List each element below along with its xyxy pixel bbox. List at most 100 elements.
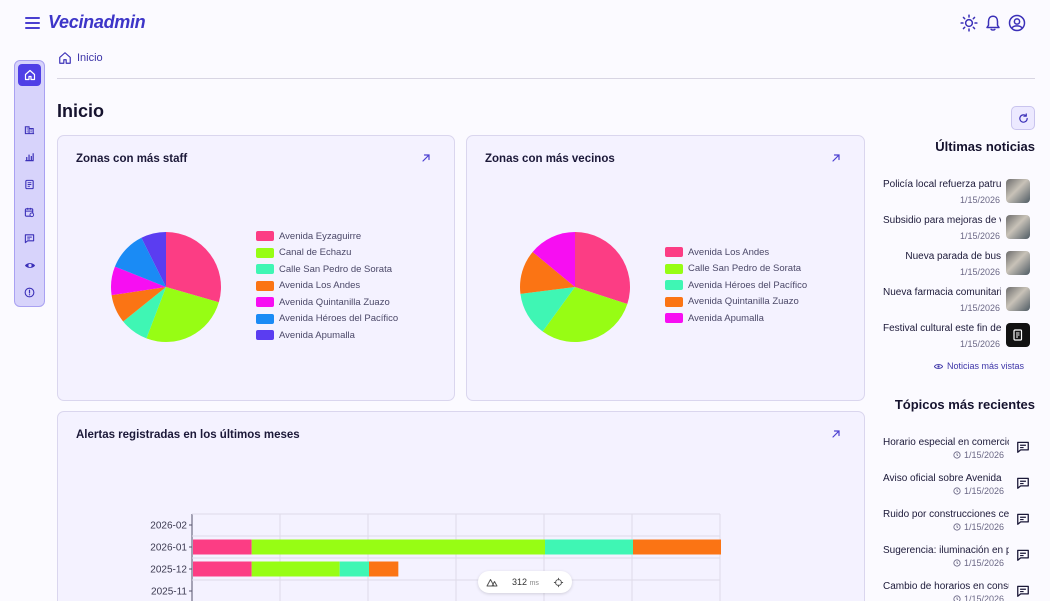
legend-item[interactable]: Avenida Los Andes [665,244,807,261]
clock-icon [953,523,961,531]
news-item[interactable]: Nueva farmacia comunitaria 1/15/2026 [883,287,1030,321]
alerts-chart-card: Alertas registradas en los últimos meses… [57,411,865,601]
topic-title: Sugerencia: iluminación en plaza [883,545,1009,556]
clock-icon [953,559,961,567]
pie-slice[interactable] [532,232,575,287]
pie-slice[interactable] [141,232,166,287]
clock-icon [953,451,961,459]
menu-icon[interactable] [25,15,40,29]
news-thumbnail [1006,251,1030,275]
topic-title: Horario especial en comercios [883,437,1009,448]
topic-date-text: 1/15/2026 [964,450,1005,460]
sidebar-nav [14,60,45,307]
news-title: Policía local refuerza patrullaje [883,179,1001,190]
legend-item[interactable]: Calle San Pedro de Sorata [256,261,398,278]
document-icon [25,179,34,189]
news-title: Subsidio para mejoras de viviendas [883,215,1001,226]
chart-legend: Avenida Los Andes Calle San Pedro de Sora… [665,244,807,327]
nuxt-logo-icon [486,579,498,587]
news-section-title: Últimas noticias [935,139,1035,154]
topic-title: Cambio de horarios en consultorio [883,581,1009,592]
legend-label: Avenida Quintanilla Zuazo [279,296,390,308]
bar-segment[interactable] [193,561,252,577]
topic-item[interactable]: Cambio de horarios en consultorio 1/15/20… [883,581,1030,601]
buildings-icon [24,125,35,134]
legend-label: Avenida Los Andes [688,246,770,258]
legend-swatch [256,264,274,275]
news-item[interactable]: Nueva parada de bus 1/15/2026 [883,251,1030,285]
bar-segment[interactable] [193,539,252,555]
pie-slice[interactable] [520,251,575,294]
expand-arrow-icon[interactable] [830,428,842,440]
topic-date-text: 1/15/2026 [964,558,1005,568]
expand-arrow-icon[interactable] [830,152,842,164]
topic-item[interactable]: Aviso oficial sobre Avenida 1/15/2026 [883,473,1030,507]
sidebar-item-calendar[interactable] [18,201,41,223]
sidebar-item-home[interactable] [18,64,41,86]
legend-item[interactable]: Avenida Quintanilla Zuazo [256,294,398,311]
user-account-icon[interactable] [1008,14,1026,32]
legend-item[interactable]: Avenida Eyzaguirre [256,228,398,245]
legend-label: Avenida Apumalla [279,329,355,341]
bar-chart-icon [25,152,34,161]
bar-segment[interactable] [251,539,545,555]
bar-segment[interactable] [633,539,721,555]
topic-item[interactable]: Ruido por construcciones cercanas 1/15/20… [883,509,1030,543]
app-logo[interactable]: Vecinadmin [48,12,146,32]
legend-item[interactable]: Avenida Quintanilla Zuazo [665,294,807,311]
bar-segment[interactable] [369,561,399,577]
expand-arrow-icon[interactable] [420,152,432,164]
comment-icon [1016,584,1030,598]
legend-item[interactable]: Avenida Héroes del Pacífico [665,277,807,294]
legend-swatch [256,313,274,324]
news-item[interactable]: Policía local refuerza patrullaje 1/15/20… [883,179,1030,213]
card-title: Zonas con más staff [76,153,188,165]
sidebar-item-documents[interactable] [18,173,41,195]
most-viewed-news-link[interactable]: Noticias más vistas [934,361,1024,371]
document-icon [1012,329,1022,341]
legend-item[interactable]: Avenida Los Andes [256,278,398,295]
page-title: Inicio [57,101,105,121]
home-icon[interactable] [58,51,72,65]
topic-item[interactable]: Sugerencia: iluminación en plaza 1/15/202… [883,545,1030,579]
legend-item[interactable]: Avenida Apumalla [256,327,398,344]
news-item[interactable]: Festival cultural este fin de semana 1/15… [883,323,1030,357]
sidebar-item-buildings[interactable] [18,118,41,140]
pie-slice[interactable] [123,287,166,339]
topic-date: 1/15/2026 [953,594,1004,601]
legend-swatch [256,247,274,258]
pie-slice[interactable] [111,266,166,296]
bar-segment[interactable] [251,561,340,577]
legend-item[interactable]: Canal de Echazu [256,245,398,262]
staff-pie-chart [111,232,221,342]
crosshair-icon[interactable] [553,577,564,588]
sidebar-item-stats[interactable] [18,145,41,167]
refresh-button[interactable] [1011,106,1035,130]
bar-segment[interactable] [545,539,633,555]
pie-slice[interactable] [114,237,166,287]
pie-slice[interactable] [111,287,166,322]
legend-swatch [256,231,274,242]
notifications-bell-icon[interactable] [984,14,1002,32]
news-item[interactable]: Subsidio para mejoras de viviendas 1/15/2… [883,215,1030,249]
legend-swatch [665,296,683,307]
sidebar-item-security[interactable] [18,254,41,276]
pie-slice[interactable] [146,287,219,342]
legend-label: Canal de Echazu [279,247,352,259]
comment-icon [1016,476,1030,490]
breadcrumb-item[interactable]: Inicio [77,52,103,64]
legend-item[interactable]: Calle San Pedro de Sorata [665,261,807,278]
legend-item[interactable]: Avenida Héroes del Pacífico [256,311,398,328]
legend-item[interactable]: Avenida Apumalla [665,310,807,327]
bar-segment[interactable] [339,561,369,577]
pie-slice[interactable] [520,287,575,332]
pie-slice[interactable] [575,232,630,304]
theme-toggle-sun-icon[interactable] [960,14,978,32]
topic-item[interactable]: Horario especial en comercios 1/15/2026 [883,437,1030,471]
sidebar-item-messages[interactable] [18,227,41,249]
render-time-overlay[interactable]: 312 ms [478,571,572,593]
sidebar-item-alerts[interactable] [18,281,41,303]
news-date: 1/15/2026 [959,339,1000,349]
pie-slice[interactable] [166,232,221,303]
pie-slice[interactable] [542,287,628,342]
